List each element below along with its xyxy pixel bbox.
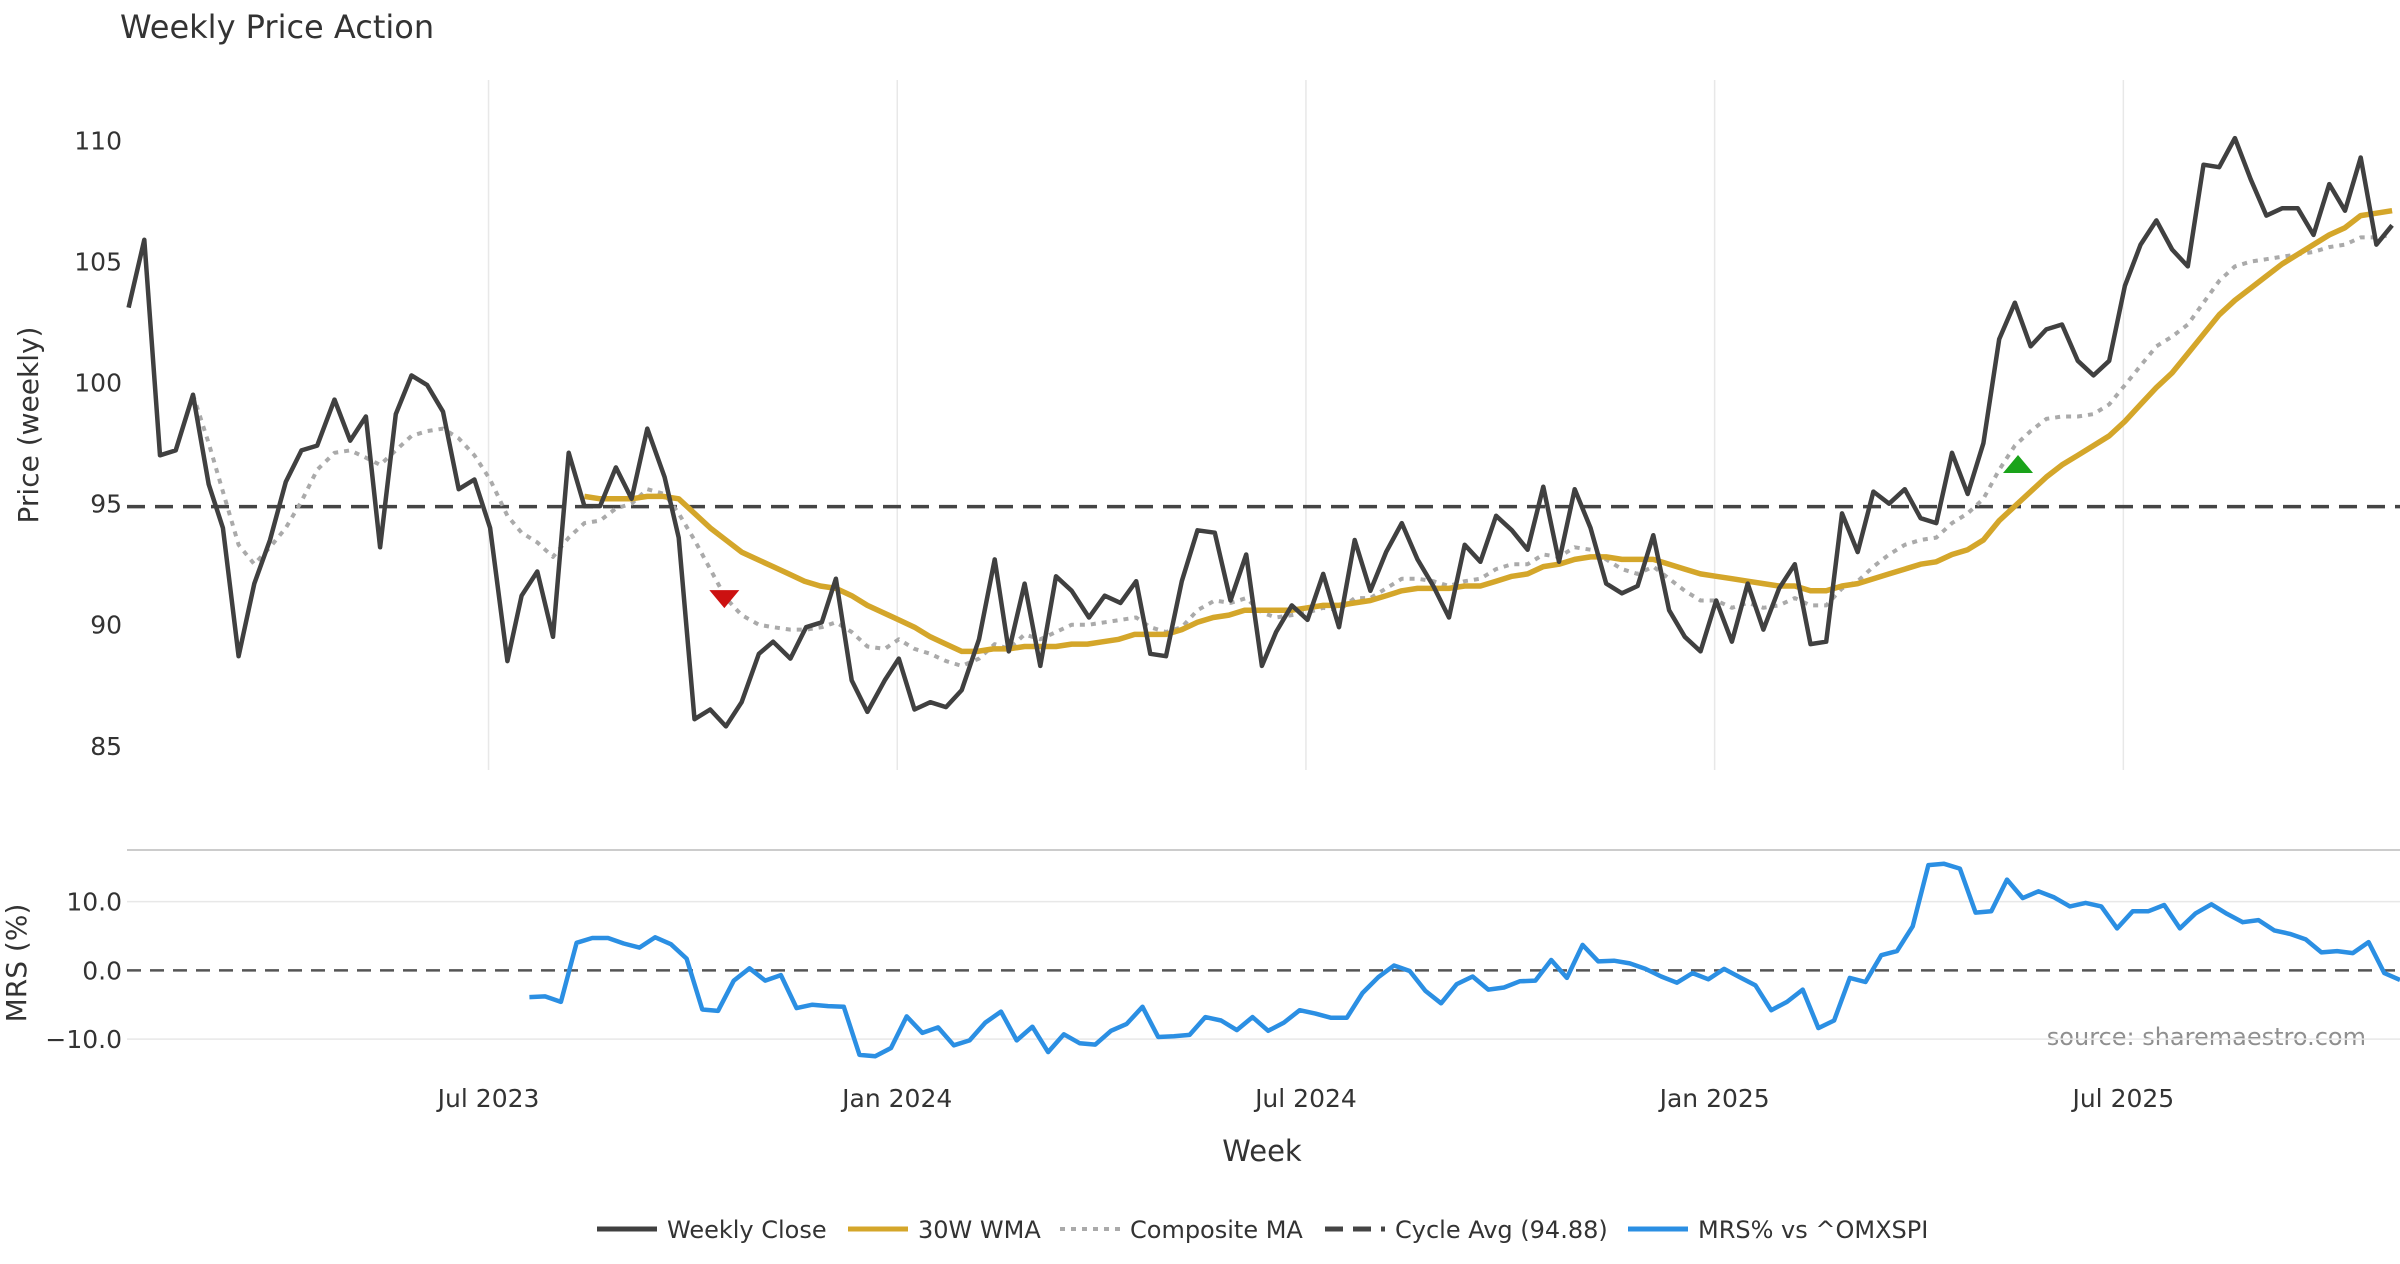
source-attribution: source: sharemaestro.com — [2047, 1023, 2366, 1051]
mrs-y-tick-label: 0.0 — [82, 956, 122, 985]
price-y-axis-label: Price (weekly) — [12, 327, 45, 524]
chart-title: Weekly Price Action — [120, 8, 434, 46]
buy-signal-marker — [2003, 454, 2034, 473]
mrs-line — [529, 861, 2400, 1059]
sell-signal-marker — [709, 590, 740, 609]
x-tick-label: Jul 2024 — [1253, 1084, 1357, 1113]
legend-label-close: Weekly Close — [667, 1216, 827, 1244]
price-y-tick-label: 85 — [90, 732, 122, 761]
price-y-tick-label: 105 — [74, 248, 122, 277]
mrs-y-tick-label: −10.0 — [45, 1025, 122, 1054]
mrs-y-tick-label: 10.0 — [66, 888, 122, 917]
composite-ma-line — [191, 232, 2393, 668]
x-tick-label: Jul 2023 — [436, 1084, 540, 1113]
x-tick-label: Jan 2024 — [840, 1084, 952, 1113]
mrs-y-axis-label: MRS (%) — [0, 904, 33, 1023]
wma-30w-line — [583, 207, 2393, 655]
x-tick-label: Jul 2025 — [2070, 1084, 2174, 1113]
x-axis-label: Week — [1222, 1134, 1302, 1168]
legend-label-cycle: Cycle Avg (94.88) — [1395, 1216, 1608, 1244]
price-y-tick-label: 100 — [74, 369, 122, 398]
x-tick-label: Jan 2025 — [1658, 1084, 1770, 1113]
legend-label-composite: Composite MA — [1130, 1216, 1303, 1244]
legend-label-wma: 30W WMA — [918, 1216, 1041, 1244]
legend-label-mrs: MRS% vs ^OMXSPI — [1698, 1216, 1928, 1244]
price-y-tick-label: 90 — [90, 611, 122, 640]
price-y-tick-label: 95 — [90, 490, 122, 519]
weekly-close-line — [126, 135, 2394, 729]
price-y-tick-label: 110 — [74, 127, 122, 156]
